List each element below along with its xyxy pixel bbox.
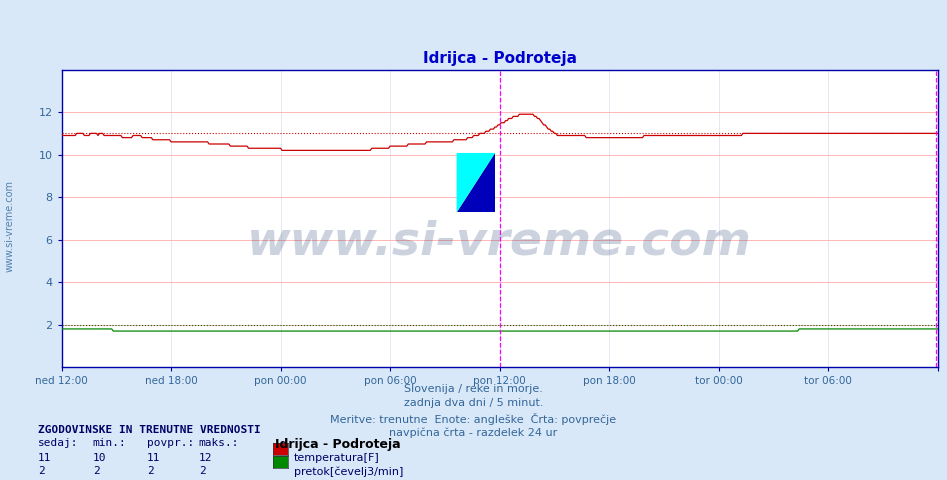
Text: temperatura[F]: temperatura[F] (294, 453, 380, 463)
Text: www.si-vreme.com: www.si-vreme.com (5, 180, 14, 272)
Text: 2: 2 (147, 466, 153, 476)
Text: min.:: min.: (93, 438, 127, 448)
Text: 2: 2 (93, 466, 99, 476)
Text: pretok[čevelj3/min]: pretok[čevelj3/min] (294, 466, 402, 477)
Text: Idrijca - Podroteja: Idrijca - Podroteja (275, 438, 401, 451)
Title: Idrijca - Podroteja: Idrijca - Podroteja (422, 51, 577, 66)
Text: maks.:: maks.: (199, 438, 240, 448)
Text: Meritve: trenutne  Enote: angleške  Črta: povprečje: Meritve: trenutne Enote: angleške Črta: … (331, 413, 616, 425)
Text: 2: 2 (38, 466, 45, 476)
Text: 11: 11 (38, 453, 51, 463)
Polygon shape (456, 153, 495, 213)
Polygon shape (456, 153, 495, 213)
Text: sedaj:: sedaj: (38, 438, 79, 448)
Polygon shape (456, 153, 495, 213)
Text: ZGODOVINSKE IN TRENUTNE VREDNOSTI: ZGODOVINSKE IN TRENUTNE VREDNOSTI (38, 425, 260, 435)
Text: povpr.:: povpr.: (147, 438, 194, 448)
Text: navpična črta - razdelek 24 ur: navpična črta - razdelek 24 ur (389, 427, 558, 438)
Text: www.si-vreme.com: www.si-vreme.com (247, 220, 752, 264)
Text: zadnja dva dni / 5 minut.: zadnja dva dni / 5 minut. (403, 398, 544, 408)
Text: 2: 2 (199, 466, 205, 476)
Text: 12: 12 (199, 453, 212, 463)
Text: 11: 11 (147, 453, 160, 463)
Text: 10: 10 (93, 453, 106, 463)
Text: Slovenija / reke in morje.: Slovenija / reke in morje. (404, 384, 543, 394)
